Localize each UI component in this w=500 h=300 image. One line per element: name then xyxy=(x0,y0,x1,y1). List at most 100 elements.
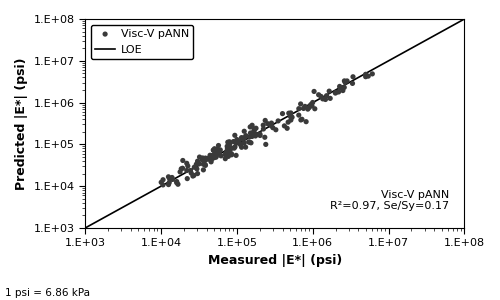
Visc-V pANN xyxy=(362,72,370,77)
Visc-V pANN xyxy=(310,89,318,94)
Visc-V pANN xyxy=(216,148,224,152)
Visc-V pANN xyxy=(311,106,319,111)
Visc-V pANN xyxy=(287,118,295,122)
Visc-V pANN xyxy=(198,158,206,162)
Visc-V pANN xyxy=(240,136,248,140)
Visc-V pANN xyxy=(231,145,239,149)
Visc-V pANN xyxy=(264,121,272,126)
Visc-V pANN xyxy=(224,146,232,151)
Visc-V pANN xyxy=(221,152,229,157)
Visc-V pANN xyxy=(214,143,222,148)
Visc-V pANN xyxy=(336,84,344,89)
Visc-V pANN xyxy=(339,88,347,93)
Visc-V pANN xyxy=(214,147,222,152)
Visc-V pANN xyxy=(226,141,234,146)
Visc-V pANN xyxy=(238,135,246,140)
Visc-V pANN xyxy=(164,182,172,187)
Visc-V pANN xyxy=(223,144,231,149)
Visc-V pANN xyxy=(287,110,295,115)
Visc-V pANN xyxy=(165,180,173,185)
Visc-V pANN xyxy=(202,156,209,161)
Visc-V pANN xyxy=(332,91,340,95)
Visc-V pANN xyxy=(216,149,224,154)
Visc-V pANN xyxy=(238,145,246,150)
Visc-V pANN xyxy=(362,74,370,79)
Visc-V pANN xyxy=(179,158,187,163)
Visc-V pANN xyxy=(301,104,309,109)
Visc-V pANN xyxy=(190,165,198,170)
Visc-V pANN xyxy=(210,146,218,151)
Visc-V pANN xyxy=(159,182,167,187)
Visc-V pANN xyxy=(164,174,172,179)
Visc-V pANN xyxy=(247,140,255,145)
Visc-V pANN xyxy=(211,151,219,156)
Visc-V pANN xyxy=(178,166,186,171)
Visc-V pANN xyxy=(234,139,242,144)
Visc-V pANN xyxy=(208,154,216,158)
Visc-V pANN xyxy=(246,124,254,129)
Visc-V pANN xyxy=(283,126,291,131)
Visc-V pANN xyxy=(242,145,250,150)
Visc-V pANN xyxy=(212,155,220,160)
Visc-V pANN xyxy=(214,150,222,155)
Visc-V pANN xyxy=(246,134,254,139)
Visc-V pANN xyxy=(322,97,330,102)
Visc-V pANN xyxy=(259,123,267,128)
Visc-V pANN xyxy=(200,167,207,172)
Visc-V pANN xyxy=(274,118,282,123)
Visc-V pANN xyxy=(226,140,234,144)
Visc-V pANN xyxy=(196,154,203,159)
Visc-V pANN xyxy=(306,105,314,110)
Visc-V pANN xyxy=(238,136,246,141)
Visc-V pANN xyxy=(172,179,180,184)
Visc-V pANN xyxy=(268,121,276,125)
Visc-V pANN xyxy=(159,177,167,182)
Visc-V pANN xyxy=(157,180,165,185)
Visc-V pANN xyxy=(177,167,185,171)
Visc-V pANN xyxy=(208,153,216,158)
Visc-V pANN xyxy=(224,140,232,145)
Visc-V pANN xyxy=(190,173,198,178)
Visc-V pANN xyxy=(302,119,310,124)
Visc-V pANN xyxy=(240,129,248,134)
Visc-V pANN xyxy=(246,130,254,135)
Visc-V pANN xyxy=(217,154,225,158)
Visc-V pANN xyxy=(308,103,316,108)
Visc-V pANN xyxy=(168,175,176,180)
Visc-V pANN xyxy=(285,111,293,116)
Visc-V pANN xyxy=(298,117,306,122)
Visc-V pANN xyxy=(224,140,232,145)
Visc-V pANN xyxy=(187,171,195,176)
Visc-V pANN xyxy=(250,127,258,131)
Visc-V pANN xyxy=(242,133,250,138)
Visc-V pANN xyxy=(248,123,256,128)
Visc-V pANN xyxy=(308,100,316,105)
Visc-V pANN xyxy=(222,156,230,161)
Text: 1 psi = 6.86 kPa: 1 psi = 6.86 kPa xyxy=(5,289,90,298)
Visc-V pANN xyxy=(341,80,349,85)
Visc-V pANN xyxy=(261,118,269,123)
Visc-V pANN xyxy=(230,146,238,151)
Visc-V pANN xyxy=(262,142,270,147)
Visc-V pANN xyxy=(295,113,303,118)
Visc-V pANN xyxy=(295,106,303,111)
Visc-V pANN xyxy=(202,163,209,168)
Visc-V pANN xyxy=(204,156,212,161)
Visc-V pANN xyxy=(228,151,235,156)
Visc-V pANN xyxy=(186,168,194,173)
Visc-V pANN xyxy=(340,85,348,90)
Visc-V pANN xyxy=(212,154,220,158)
Visc-V pANN xyxy=(269,125,277,130)
Visc-V pANN xyxy=(206,153,214,158)
Visc-V pANN xyxy=(231,133,239,138)
Visc-V pANN xyxy=(250,127,258,132)
Visc-V pANN xyxy=(210,148,218,152)
Visc-V pANN xyxy=(230,139,237,144)
Visc-V pANN xyxy=(239,136,247,140)
Visc-V pANN xyxy=(198,156,206,161)
Visc-V pANN xyxy=(232,141,240,146)
Text: Visc-V pANN
R²=0.97, Se/Sy=0.17: Visc-V pANN R²=0.97, Se/Sy=0.17 xyxy=(330,190,450,211)
Visc-V pANN xyxy=(308,102,316,107)
Visc-V pANN xyxy=(182,161,190,166)
Visc-V pANN xyxy=(201,162,209,167)
